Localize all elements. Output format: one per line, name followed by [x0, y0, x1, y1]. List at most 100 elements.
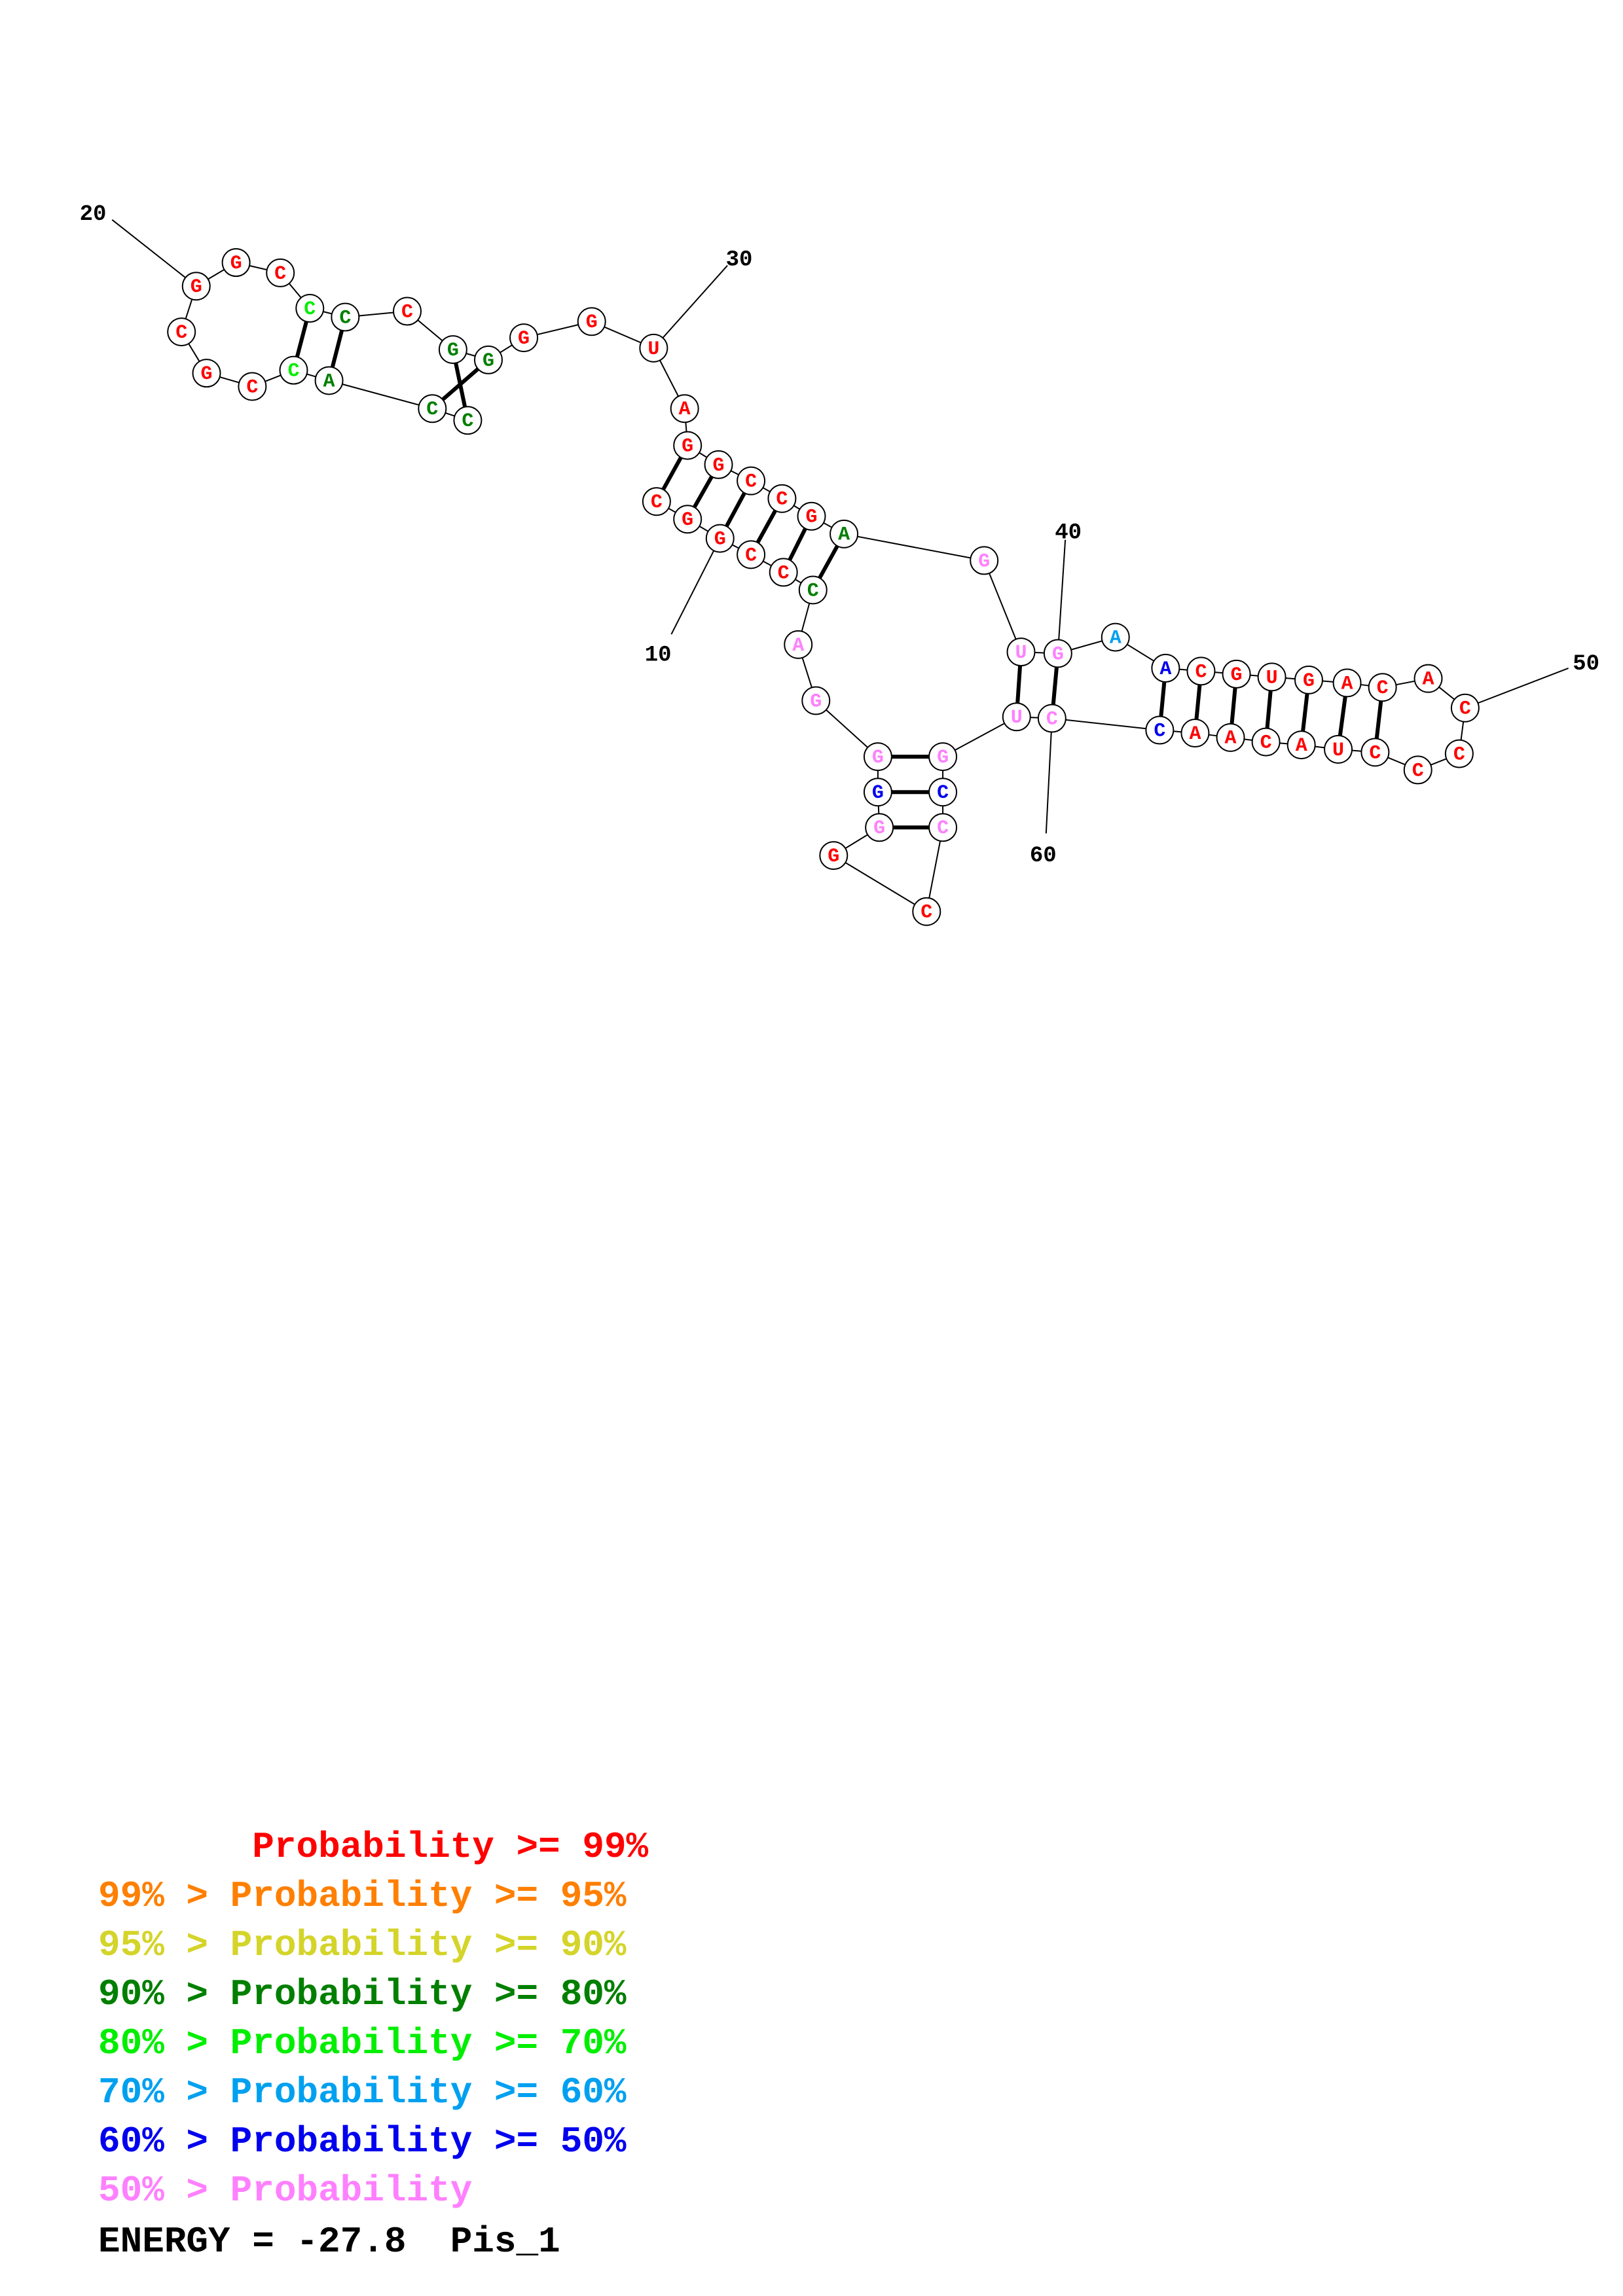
nucleotide-circle: [863, 742, 892, 772]
position-tick-line: [1045, 718, 1053, 834]
nucleotide: C: [453, 406, 483, 435]
nucleotide-letter: G: [1303, 670, 1315, 692]
nucleotide-circle: [784, 630, 813, 659]
nucleotide-circle: [1450, 693, 1480, 723]
nucleotide: C: [238, 372, 267, 401]
nucleotide-letter: A: [1423, 669, 1434, 691]
nucleotide-circle: [1006, 637, 1036, 667]
nucleotide: G: [797, 501, 826, 531]
nucleotide-letter: U: [647, 338, 659, 361]
nucleotide-letter: C: [937, 782, 949, 804]
nucleotide-circle: [295, 294, 325, 323]
legend-range-text: Probability >= 60%: [230, 2072, 627, 2113]
nucleotide-letter: U: [1332, 740, 1344, 762]
position-number-label: 50: [1573, 652, 1599, 677]
nucleotide: G: [863, 778, 892, 807]
nucleotide: A: [830, 519, 859, 548]
nucleotide-letter: A: [792, 635, 804, 657]
nucleotide: U: [1006, 637, 1036, 667]
nucleotide-letter: C: [1195, 661, 1207, 683]
legend-range-text: Probability >= 80%: [230, 1973, 627, 2015]
legend-range-prefix: 99% >: [98, 1875, 230, 1917]
legend-row: 70% > Probability >= 60%: [98, 2068, 648, 2117]
nucleotide-circle: [418, 394, 447, 423]
nucleotide-letter: G: [586, 312, 598, 334]
nucleotide: C: [737, 540, 766, 569]
nucleotide-letter: C: [745, 471, 757, 493]
nucleotide-letter: U: [1011, 707, 1023, 729]
nucleotide-letter: C: [937, 817, 949, 840]
nucleotide: G: [928, 742, 958, 772]
legend-range-prefix: 95% >: [98, 1924, 230, 1966]
nucleotide-letter: C: [921, 902, 932, 924]
legend-row: Probability >= 99%: [98, 1823, 648, 1872]
nucleotide-letter: C: [745, 545, 757, 567]
nucleotide-circle: [1101, 622, 1130, 652]
nucleotide-circle: [767, 484, 797, 513]
nucleotide: C: [798, 575, 828, 605]
position-number-label: 40: [1055, 521, 1082, 546]
nucleotide: G: [1294, 665, 1323, 694]
legend-range-prefix: 70% >: [98, 2072, 230, 2113]
nucleotide: C: [331, 302, 360, 332]
nucleotide-letter: C: [1046, 708, 1058, 730]
nucleotide: C: [737, 466, 766, 495]
nucleotide-circle: [453, 406, 483, 435]
nucleotide-circle: [266, 258, 295, 287]
nucleotide: C: [767, 484, 797, 513]
nucleotide: C: [393, 296, 422, 326]
legend-row: 80% > Probability >= 70%: [98, 2019, 648, 2068]
backbone-segment: [843, 533, 985, 562]
nucleotide-circle: [577, 307, 606, 336]
nucleotide: G: [705, 524, 735, 553]
legend-range-text: Probability >= 95%: [230, 1875, 627, 1917]
backbone-segment: [1051, 717, 1160, 731]
nucleotide-circle: [1216, 723, 1245, 752]
nucleotide-letter: G: [201, 363, 213, 386]
nucleotide-circle: [1444, 739, 1474, 768]
nucleotide: G: [865, 813, 894, 842]
nucleotide: C: [1037, 704, 1067, 733]
nucleotide-letter: G: [682, 436, 693, 458]
nucleotide-circle: [1294, 665, 1323, 694]
nucleotide: G: [192, 359, 221, 388]
nucleotide-circle: [438, 335, 467, 365]
nucleotide-circle: [769, 558, 798, 587]
nucleotide: A: [1413, 664, 1443, 693]
nucleotide-circle: [238, 372, 267, 401]
nucleotide: G: [181, 272, 211, 301]
backbone-segment: [833, 855, 927, 912]
legend-range-text: Probability >= 50%: [230, 2121, 627, 2162]
position-tick-line: [1465, 667, 1569, 709]
position-number-label: 30: [726, 248, 753, 273]
nucleotide-letter: G: [713, 455, 725, 477]
nucleotide-circle: [1222, 659, 1251, 689]
nucleotide-circle: [797, 501, 826, 531]
position-tick-line: [1057, 539, 1067, 654]
energy-label: ENERGY = -27.8 Pis_1: [98, 2221, 560, 2263]
nucleotide-circle: [1151, 653, 1180, 683]
nucleotide: G: [673, 505, 702, 534]
nucleotide-circle: [1037, 704, 1067, 733]
nucleotide-letter: A: [679, 399, 691, 421]
nucleotide-circle: [331, 302, 360, 332]
nucleotide: A: [1101, 622, 1130, 652]
nucleotide: G: [673, 431, 702, 460]
nucleotide-letter: G: [518, 328, 530, 350]
nucleotide: C: [266, 258, 295, 287]
nucleotide: G: [438, 335, 467, 365]
nucleotide-letter: G: [682, 509, 693, 531]
nucleotide-letter: G: [828, 846, 839, 868]
legend-range-text: Probability >= 99%: [252, 1826, 649, 1868]
nucleotide-circle: [737, 466, 766, 495]
nucleotide-circle: [509, 323, 539, 353]
nucleotide-circle: [928, 813, 958, 842]
nucleotide-circle: [863, 778, 892, 807]
nucleotide-circle: [705, 524, 735, 553]
nucleotide-circle: [865, 813, 894, 842]
nucleotide: C: [1360, 738, 1390, 767]
nucleotide-circle: [1413, 664, 1443, 693]
nucleotide-circle: [1286, 730, 1316, 760]
nucleotide: C: [1444, 739, 1474, 768]
nucleotide-circle: [798, 575, 828, 605]
